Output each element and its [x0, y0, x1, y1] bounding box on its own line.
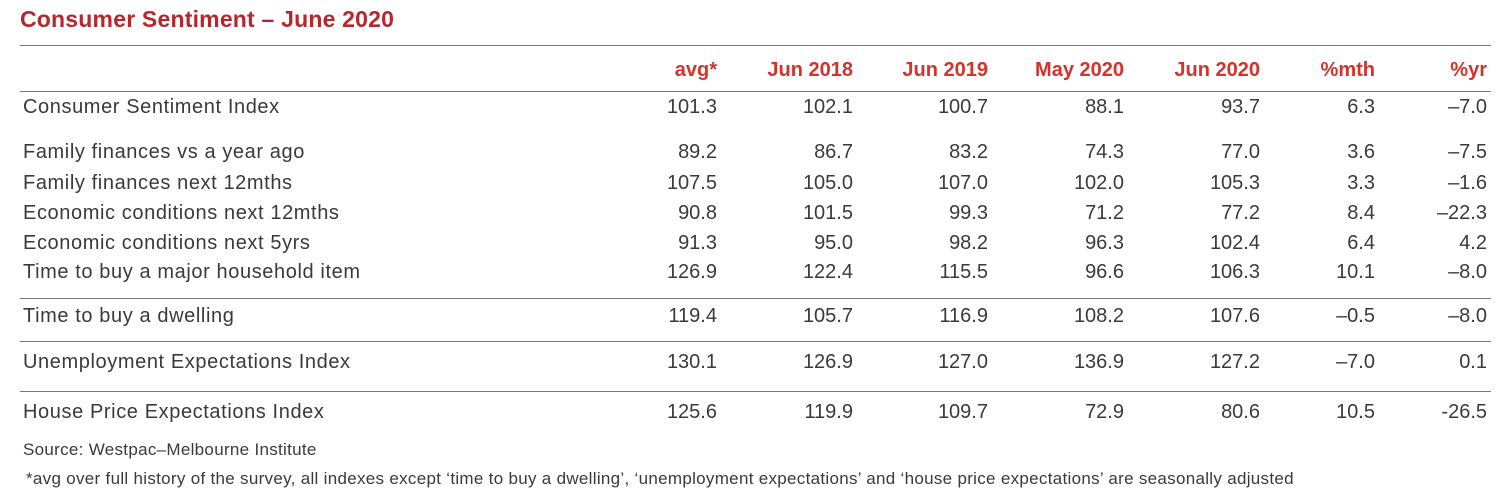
cell-jun-2019: 107.0 — [937, 172, 988, 194]
cell-may-2020: 88.1 — [1085, 96, 1124, 118]
cell-may-2020: 108.2 — [1073, 305, 1124, 327]
cell-pct-month: 3.6 — [1347, 141, 1375, 163]
cell-may-2020: 136.9 — [1073, 351, 1124, 373]
cell-may-2020: 102.0 — [1073, 172, 1124, 194]
cell-jun-2018: 122.4 — [802, 261, 853, 283]
header-rule — [20, 91, 1491, 92]
cell-jun-2020: 93.7 — [1221, 96, 1260, 118]
row-label: Time to buy a major household item — [23, 261, 361, 283]
cell-may-2020: 72.9 — [1085, 401, 1124, 423]
cell-jun-2019: 83.2 — [949, 141, 988, 163]
cell-jun-2018: 102.1 — [802, 96, 853, 118]
cell-jun-2020: 77.0 — [1221, 141, 1260, 163]
cell-jun-2019: 116.9 — [939, 305, 988, 327]
cell-pct-month: –0.5 — [1336, 305, 1375, 327]
row-label: Unemployment Expectations Index — [23, 351, 351, 373]
section-rule — [20, 391, 1491, 392]
table-row: Time to buy a dwelling 119.4 105.7 116.9… — [0, 302, 1501, 330]
cell-pct-month: 8.4 — [1347, 202, 1375, 224]
table-row: Family finances next 12mths 107.5 105.0 … — [0, 169, 1501, 197]
row-label: Economic conditions next 12mths — [23, 202, 340, 224]
cell-jun-2019: 98.2 — [949, 232, 988, 254]
table-row: Unemployment Expectations Index 130.1 12… — [0, 348, 1501, 376]
table-row: Family finances vs a year ago 89.2 86.7 … — [0, 138, 1501, 166]
cell-jun-2018: 101.5 — [802, 202, 853, 224]
cell-pct-month: 6.4 — [1347, 232, 1375, 254]
cell-jun-2019: 115.5 — [939, 261, 988, 283]
section-rule — [20, 298, 1491, 299]
cell-avg: 130.1 — [666, 351, 717, 373]
cell-avg: 107.5 — [666, 172, 717, 194]
table-row: Economic conditions next 5yrs 91.3 95.0 … — [0, 229, 1501, 257]
cell-avg: 101.3 — [666, 96, 717, 118]
section-rule — [20, 341, 1491, 342]
cell-jun-2019: 127.0 — [937, 351, 988, 373]
cell-jun-2020: 77.2 — [1221, 202, 1260, 224]
cell-pct-year: -26.5 — [1441, 401, 1487, 423]
column-header-may-2020: May 2020 — [1035, 59, 1124, 81]
cell-jun-2018: 126.9 — [802, 351, 853, 373]
table-row: Consumer Sentiment Index 101.3 102.1 100… — [0, 93, 1501, 121]
cell-pct-year: –8.0 — [1448, 305, 1487, 327]
source-note: Source: Westpac–Melbourne Institute — [23, 440, 317, 459]
row-label: House Price Expectations Index — [23, 401, 325, 423]
cell-avg: 119.4 — [668, 305, 717, 327]
cell-avg: 125.6 — [666, 401, 717, 423]
cell-jun-2020: 102.4 — [1209, 232, 1260, 254]
cell-jun-2020: 106.3 — [1209, 261, 1260, 283]
cell-jun-2018: 105.7 — [802, 305, 853, 327]
header-row: avg* Jun 2018 Jun 2019 May 2020 Jun 2020… — [0, 56, 1501, 84]
cell-jun-2020: 105.3 — [1209, 172, 1260, 194]
table-title: Consumer Sentiment – June 2020 — [20, 6, 395, 32]
cell-pct-month: 3.3 — [1347, 172, 1375, 194]
cell-pct-year: 0.1 — [1459, 351, 1487, 373]
cell-jun-2020: 127.2 — [1209, 351, 1260, 373]
table-row: House Price Expectations Index 125.6 119… — [0, 398, 1501, 426]
column-header-jun-2019: Jun 2019 — [902, 59, 988, 81]
cell-jun-2019: 109.7 — [937, 401, 988, 423]
cell-pct-month: 10.5 — [1336, 401, 1375, 423]
cell-pct-year: –7.5 — [1448, 141, 1487, 163]
cell-avg: 91.3 — [678, 232, 717, 254]
cell-jun-2019: 99.3 — [949, 202, 988, 224]
cell-jun-2018: 86.7 — [814, 141, 853, 163]
column-header-avg: avg* — [674, 59, 717, 81]
cell-pct-year: –7.0 — [1448, 96, 1487, 118]
row-label: Family finances vs a year ago — [23, 141, 305, 163]
cell-pct-year: 4.2 — [1459, 232, 1487, 254]
cell-pct-year: –22.3 — [1436, 202, 1487, 224]
cell-may-2020: 74.3 — [1085, 141, 1124, 163]
table-row: Economic conditions next 12mths 90.8 101… — [0, 199, 1501, 227]
column-header-pct-month: %mth — [1320, 59, 1375, 81]
cell-jun-2018: 95.0 — [814, 232, 853, 254]
column-header-jun-2018: Jun 2018 — [767, 59, 853, 81]
cell-may-2020: 96.3 — [1085, 232, 1124, 254]
cell-pct-month: 6.3 — [1347, 96, 1375, 118]
cell-may-2020: 71.2 — [1085, 202, 1124, 224]
cell-pct-month: –7.0 — [1336, 351, 1375, 373]
cell-jun-2018: 119.9 — [804, 401, 853, 423]
cell-pct-year: –8.0 — [1448, 261, 1487, 283]
cell-avg: 90.8 — [678, 202, 717, 224]
cell-pct-year: –1.6 — [1448, 172, 1487, 194]
column-header-jun-2020: Jun 2020 — [1174, 59, 1260, 81]
cell-jun-2020: 80.6 — [1221, 401, 1260, 423]
cell-jun-2020: 107.6 — [1209, 305, 1260, 327]
cell-may-2020: 96.6 — [1085, 261, 1124, 283]
row-label: Time to buy a dwelling — [23, 305, 235, 327]
footnote: *avg over full history of the survey, al… — [26, 469, 1294, 488]
column-header-pct-year: %yr — [1450, 59, 1487, 81]
cell-avg: 89.2 — [678, 141, 717, 163]
top-rule — [20, 45, 1491, 46]
cell-jun-2018: 105.0 — [802, 172, 853, 194]
row-label: Consumer Sentiment Index — [23, 96, 280, 118]
table-row: Time to buy a major household item 126.9… — [0, 258, 1501, 286]
cell-pct-month: 10.1 — [1336, 261, 1375, 283]
row-label: Economic conditions next 5yrs — [23, 232, 311, 254]
cell-avg: 126.9 — [666, 261, 717, 283]
cell-jun-2019: 100.7 — [937, 96, 988, 118]
row-label: Family finances next 12mths — [23, 172, 293, 194]
